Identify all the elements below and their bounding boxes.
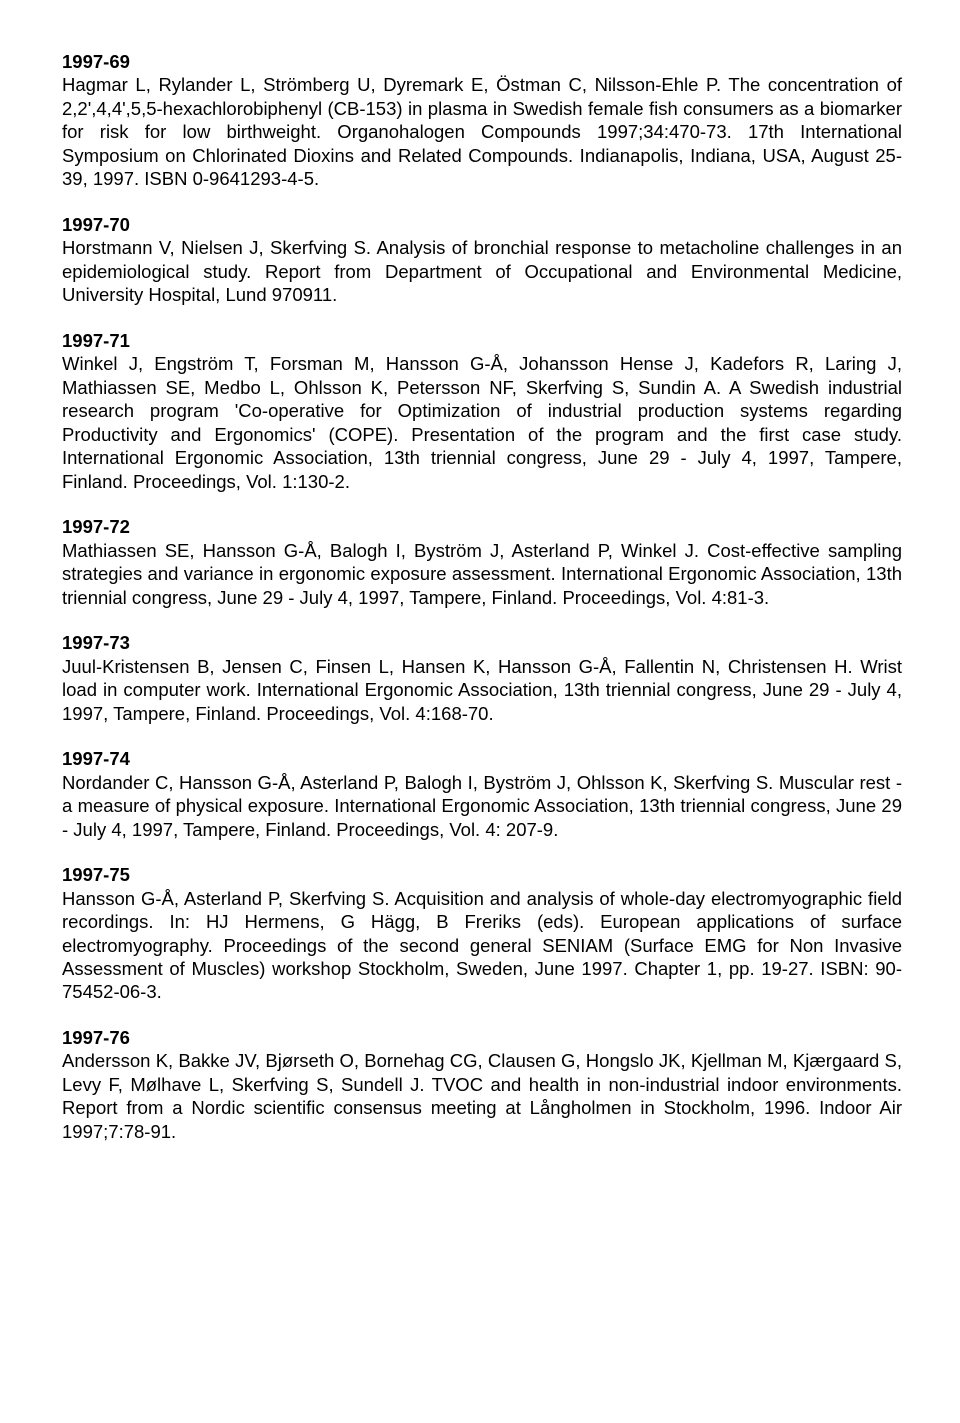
bibliography-entry: 1997-74Nordander C, Hansson G-Å, Asterla…: [62, 747, 902, 841]
bibliography-entry: 1997-72Mathiassen SE, Hansson G-Å, Balog…: [62, 515, 902, 609]
bibliography-entry: 1997-73Juul-Kristensen B, Jensen C, Fins…: [62, 631, 902, 725]
entry-id: 1997-76: [62, 1026, 902, 1049]
entry-id: 1997-71: [62, 329, 902, 352]
entry-id: 1997-69: [62, 50, 902, 73]
entry-id: 1997-72: [62, 515, 902, 538]
entry-body: Hagmar L, Rylander L, Strömberg U, Dyrem…: [62, 73, 902, 190]
bibliography-entry: 1997-69Hagmar L, Rylander L, Strömberg U…: [62, 50, 902, 191]
bibliography-entry: 1997-71Winkel J, Engström T, Forsman M, …: [62, 329, 902, 493]
entry-id: 1997-70: [62, 213, 902, 236]
bibliography-entry: 1997-75Hansson G-Å, Asterland P, Skerfvi…: [62, 863, 902, 1004]
entry-body: Andersson K, Bakke JV, Bjørseth O, Borne…: [62, 1049, 902, 1143]
entry-id: 1997-74: [62, 747, 902, 770]
entry-id: 1997-75: [62, 863, 902, 886]
entry-body: Mathiassen SE, Hansson G-Å, Balogh I, By…: [62, 539, 902, 609]
entry-body: Hansson G-Å, Asterland P, Skerfving S. A…: [62, 887, 902, 1004]
bibliography-entry: 1997-76Andersson K, Bakke JV, Bjørseth O…: [62, 1026, 902, 1143]
bibliography-entry: 1997-70Horstmann V, Nielsen J, Skerfving…: [62, 213, 902, 307]
entry-id: 1997-73: [62, 631, 902, 654]
entry-body: Winkel J, Engström T, Forsman M, Hansson…: [62, 352, 902, 493]
entry-body: Juul-Kristensen B, Jensen C, Finsen L, H…: [62, 655, 902, 725]
entry-body: Horstmann V, Nielsen J, Skerfving S. Ana…: [62, 236, 902, 306]
bibliography-list: 1997-69Hagmar L, Rylander L, Strömberg U…: [62, 50, 902, 1143]
entry-body: Nordander C, Hansson G-Å, Asterland P, B…: [62, 771, 902, 841]
